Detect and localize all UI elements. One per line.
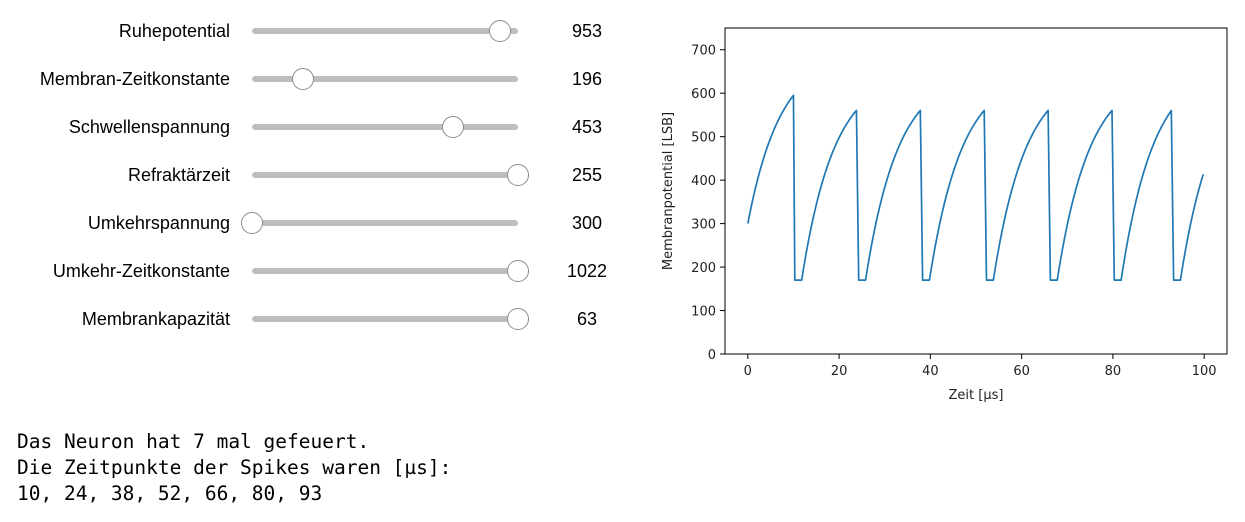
slider-label: Umkehr-Zeitkonstante: [52, 261, 230, 281]
x-tick-label: 80: [1105, 364, 1122, 379]
slider-value-refraktaerzeit: 255: [571, 165, 603, 185]
slider-label: Schwellenspannung: [68, 117, 230, 137]
spike-times-line: 10, 24, 38, 52, 66, 80, 93: [17, 482, 323, 505]
x-tick-label: 40: [922, 364, 939, 379]
slider-thumb-schwellenspannung[interactable]: [441, 116, 464, 138]
y-tick-label: 300: [691, 218, 716, 233]
slider-thumb-refraktaerzeit[interactable]: [507, 164, 529, 186]
slider-track-membran-zeitkonstante[interactable]: [252, 76, 518, 82]
spike-count-line: Das Neuron hat 7 mal gefeuert.: [17, 430, 370, 453]
spike-output-text: Das Neuron hat 7 mal gefeuert. Die Zeitpu…: [17, 429, 451, 507]
membrane-potential-chart: 0 20 40 60 80 100 0 100 200 300 400 500 600 700 Zeit […: [661, 27, 1228, 403]
slider-track-refraktaerzeit[interactable]: [252, 172, 518, 178]
slider-row-membran-zeitkonstante: Membran-Zeitkonstante 196: [0, 59, 640, 99]
y-tick-label: 700: [691, 44, 716, 59]
slider-value-schwellenspannung: 453: [571, 117, 603, 137]
slider-label: Membran-Zeitkonstante: [39, 69, 230, 89]
slider-thumb-membran-zeitkonstante[interactable]: [291, 68, 314, 90]
slider-track-membrankapazitaet[interactable]: [252, 316, 518, 322]
slider-track-umkehrspannung[interactable]: [252, 220, 518, 226]
y-tick-label: 100: [691, 305, 716, 320]
slider-track-ruhepotential[interactable]: [252, 28, 518, 34]
x-tick-label: 20: [831, 364, 848, 379]
slider-label: Umkehrspannung: [87, 213, 230, 233]
spike-times-header-line: Die Zeitpunkte der Spikes waren [µs]:: [17, 456, 452, 479]
slider-row-umkehr-zeitkonstante: Umkehr-Zeitkonstante 1022: [0, 251, 640, 291]
slider-track-umkehr-zeitkonstante[interactable]: [252, 268, 518, 274]
x-tick-label: 60: [1013, 364, 1030, 379]
y-tick-label: 200: [691, 261, 716, 276]
slider-row-membrankapazitaet: Membrankapazität 63: [0, 299, 640, 339]
slider-value-ruhepotential: 953: [571, 21, 603, 41]
y-tick-label: 0: [708, 348, 716, 363]
slider-value-membran-zeitkonstante: 196: [571, 69, 603, 89]
slider-row-ruhepotential: Ruhepotential 953: [0, 11, 640, 51]
x-tick-label: 100: [1192, 364, 1217, 379]
slider-label: Ruhepotential: [118, 21, 230, 41]
plot-frame: [724, 27, 1228, 355]
slider-label: Refraktärzeit: [127, 165, 230, 185]
x-axis-label: Zeit [µs]: [949, 388, 1004, 403]
y-tick-label: 600: [691, 87, 716, 102]
slider-thumb-membrankapazitaet[interactable]: [507, 308, 529, 330]
slider-label: Membrankapazität: [81, 309, 230, 329]
slider-value-umkehrspannung: 300: [571, 213, 603, 233]
slider-value-membrankapazitaet: 63: [576, 309, 598, 329]
slider-thumb-umkehrspannung[interactable]: [241, 212, 263, 234]
y-tick-label: 500: [691, 131, 716, 146]
y-tick-label: 400: [691, 174, 716, 189]
slider-thumb-ruhepotential[interactable]: [488, 20, 511, 42]
slider-thumb-umkehr-zeitkonstante[interactable]: [507, 260, 529, 282]
slider-row-schwellenspannung: Schwellenspannung 453: [0, 107, 640, 147]
slider-row-umkehrspannung: Umkehrspannung 300: [0, 203, 640, 243]
x-tick-label: 0: [744, 364, 752, 379]
y-axis-label: Membranpotential [LSB]: [661, 112, 676, 270]
membrane-potential-line: [746, 94, 1205, 281]
slider-value-umkehr-zeitkonstante: 1022: [566, 261, 608, 281]
slider-row-refraktaerzeit: Refraktärzeit 255: [0, 155, 640, 195]
slider-track-schwellenspannung[interactable]: [252, 124, 518, 130]
